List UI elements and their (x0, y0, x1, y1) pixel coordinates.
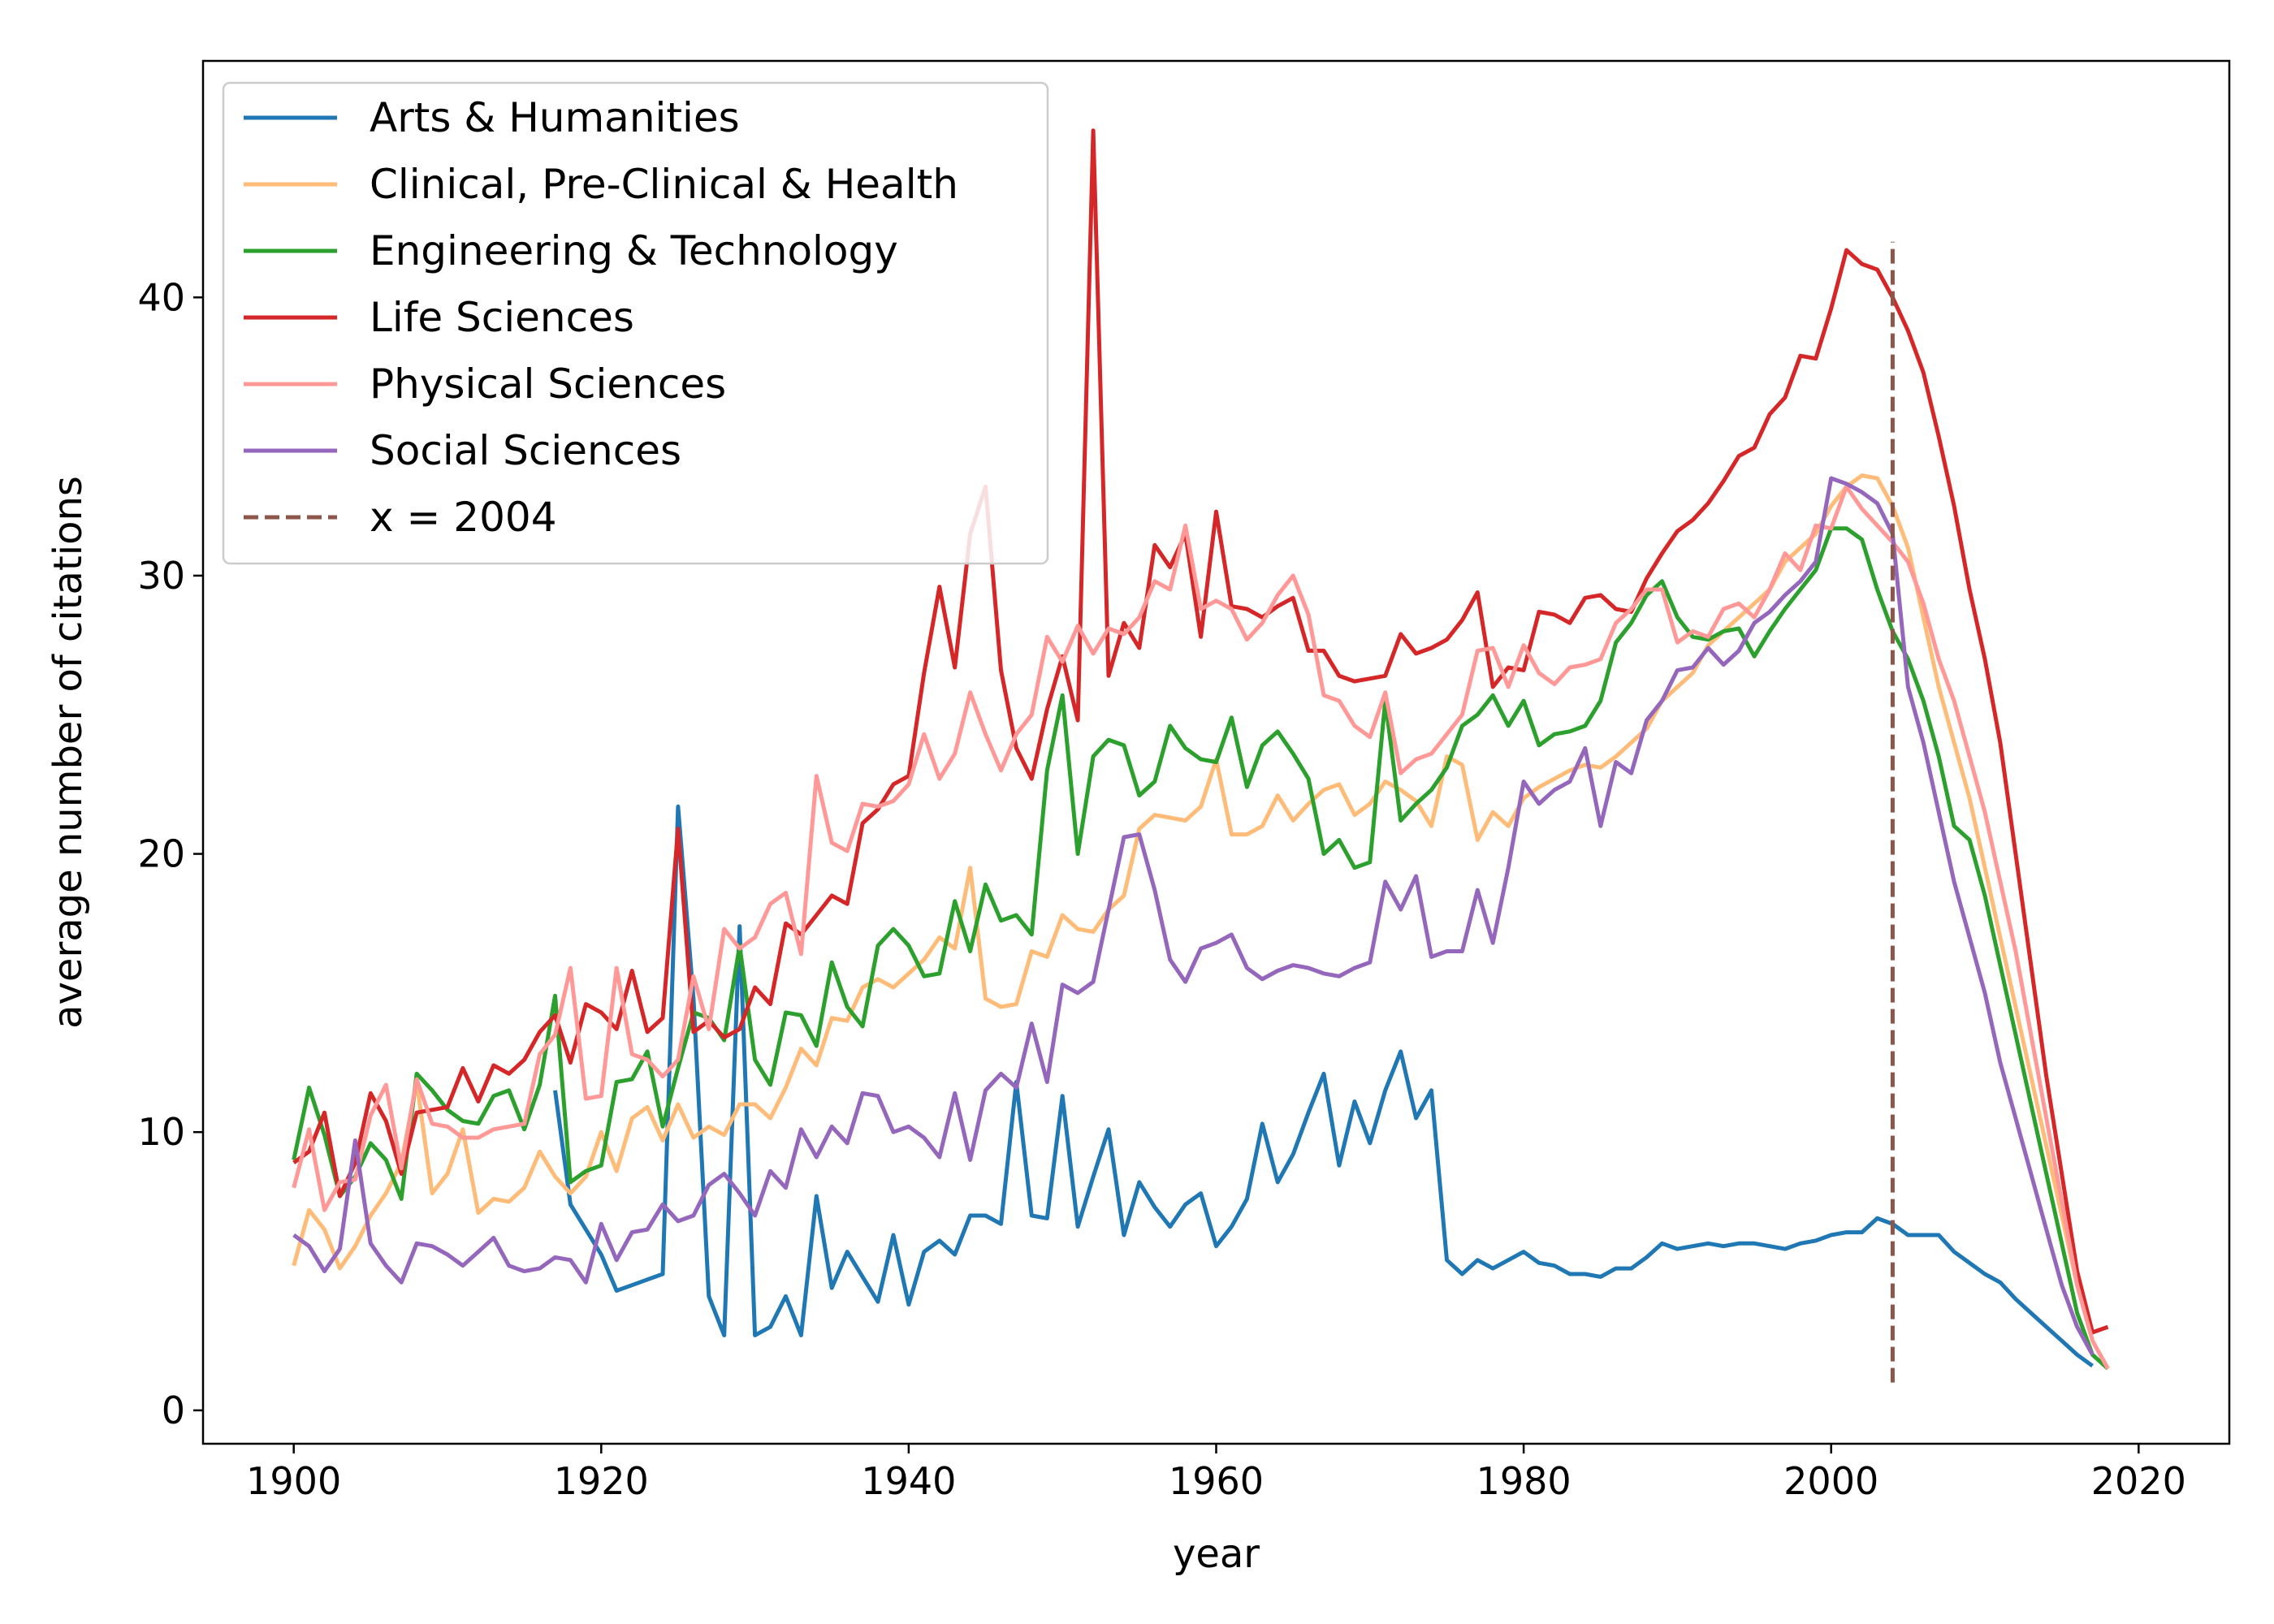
legend-label: Arts & Humanities (370, 94, 740, 141)
legend-label: x = 2004 (370, 494, 557, 541)
x-tick-label: 1960 (1169, 1459, 1264, 1503)
series-layer (292, 128, 2110, 1383)
x-tick-label: 1940 (861, 1459, 956, 1503)
series-line-social-sciences (292, 476, 2095, 1356)
legend: Arts & Humanities Clinical, Pre-Clinical … (222, 81, 1049, 565)
legend-box (222, 81, 1049, 565)
x-tick-label: 2000 (1783, 1459, 1878, 1503)
y-axis: 0 10 20 30 40 (137, 275, 203, 1432)
x-axis: 1900 1920 1940 1960 1980 2000 2020 (246, 1444, 2186, 1503)
series-line-arts-humanities (553, 804, 2094, 1368)
y-tick-label: 0 (162, 1389, 185, 1432)
y-tick-label: 20 (137, 832, 185, 876)
x-tick-label: 1900 (246, 1459, 341, 1503)
series-line-physical-sciences (292, 484, 2110, 1370)
y-tick-label: 10 (137, 1110, 185, 1154)
legend-label: Life Sciences (370, 294, 634, 341)
x-tick-label: 2020 (2091, 1459, 2186, 1503)
legend-label: Social Sciences (370, 427, 681, 474)
legend-label: Engineering & Technology (370, 227, 898, 274)
x-axis-label: year (1173, 1531, 1260, 1577)
x-tick-label: 1980 (1476, 1459, 1571, 1503)
series-line-clinical-pre-clinical-health (292, 473, 2110, 1370)
series-line-life-sciences (292, 128, 2109, 1335)
legend-label: Clinical, Pre-Clinical & Health (370, 161, 958, 208)
legend-label: Physical Sciences (370, 361, 726, 408)
y-tick-label: 30 (137, 554, 185, 598)
x-tick-label: 1920 (554, 1459, 649, 1503)
y-tick-label: 40 (137, 275, 185, 319)
series-line-engineering-technology (292, 526, 2110, 1371)
y-axis-label: average number of citations (45, 476, 91, 1029)
